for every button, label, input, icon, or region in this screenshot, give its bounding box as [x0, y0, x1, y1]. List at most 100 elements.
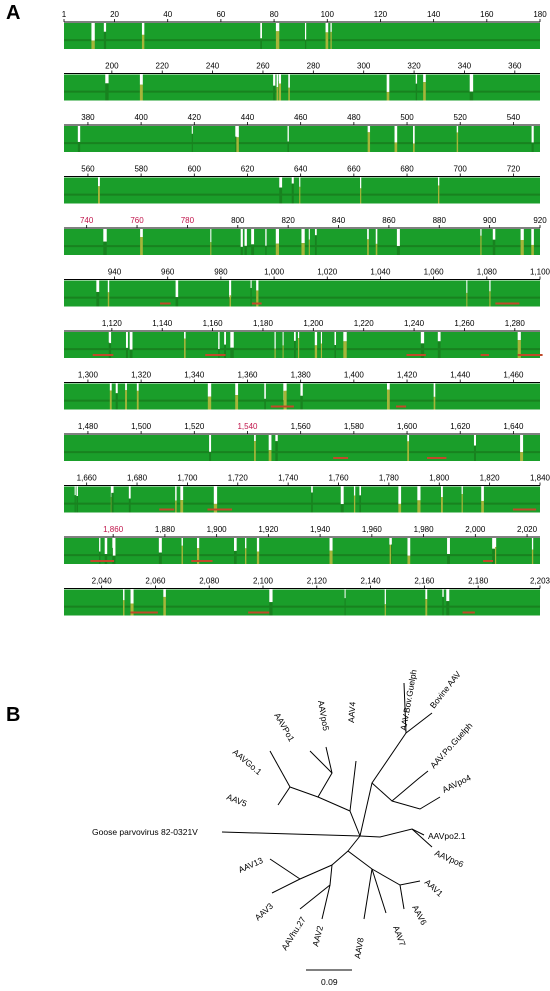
variable-site-base — [314, 345, 318, 358]
ruler-tick-label: 60 — [216, 10, 225, 19]
variable-site-base — [115, 393, 118, 410]
ruler-tick-label: 1,380 — [291, 371, 312, 380]
ruler-tick-label: 880 — [433, 216, 447, 225]
ruler-tick-label: 1,200 — [303, 319, 324, 328]
variable-site — [158, 538, 162, 553]
variable-site-base — [254, 441, 256, 461]
ruler-tick-label: 1,180 — [253, 319, 274, 328]
variable-site-base — [175, 500, 177, 513]
ruler-tick-label: 2,120 — [307, 577, 328, 586]
variable-site — [130, 589, 134, 604]
ruler-tick-label: 360 — [508, 62, 522, 71]
variable-site-base — [76, 496, 78, 513]
divergent-segment — [483, 560, 494, 562]
ruler-tick-label: 240 — [206, 62, 220, 71]
variable-site — [386, 383, 390, 390]
variable-site — [76, 486, 78, 497]
variable-site-base — [300, 395, 303, 410]
variable-site — [437, 177, 440, 186]
variable-site-base — [191, 133, 193, 152]
variable-site-base — [492, 239, 496, 255]
variable-site — [299, 177, 301, 187]
variable-site — [437, 332, 441, 342]
variable-site-base — [269, 602, 273, 616]
ruler-tick-label: 760 — [130, 216, 144, 225]
ruler-tick-label: 1,860 — [103, 525, 124, 534]
divergent-segment — [130, 611, 158, 614]
variable-site-base — [297, 338, 300, 358]
variable-site — [425, 589, 428, 600]
conservation-subband — [64, 296, 540, 299]
variable-site-base — [481, 500, 484, 513]
variable-site-base — [245, 548, 247, 564]
ruler-tick-label: 820 — [281, 216, 295, 225]
variable-site — [456, 126, 459, 133]
variable-site — [109, 332, 112, 344]
variable-site — [308, 229, 310, 240]
variable-site-base — [207, 396, 212, 410]
ruler-tick-label: 320 — [407, 62, 421, 71]
variable-site-base — [224, 344, 226, 358]
variable-site — [224, 332, 226, 345]
conservation-subband — [64, 451, 540, 454]
variable-site — [125, 332, 128, 348]
variable-site-base — [489, 291, 491, 307]
ruler-tick-label: 900 — [483, 216, 497, 225]
ruler-tick-label: 1,000 — [264, 268, 285, 277]
divergent-segment — [251, 302, 262, 305]
ruler-tick-label: 860 — [382, 216, 396, 225]
variable-site-base — [77, 141, 81, 152]
variable-site-base — [329, 550, 333, 564]
variable-site-base — [386, 91, 390, 101]
variable-site — [141, 23, 145, 35]
tree-branches — [221, 682, 441, 920]
variable-site — [240, 229, 243, 247]
variable-site-base — [299, 186, 301, 204]
variable-site-base — [415, 83, 418, 101]
ruler-tick-label: 1,940 — [310, 525, 331, 534]
variable-site — [191, 126, 193, 134]
variable-site — [244, 229, 247, 246]
variable-site — [375, 229, 378, 244]
variable-site — [386, 74, 390, 92]
ruler-tick-label: 1,740 — [278, 474, 299, 483]
variable-site — [314, 229, 317, 236]
variable-site — [104, 538, 108, 555]
variable-site — [447, 538, 450, 555]
variable-site — [77, 126, 81, 142]
variable-site — [407, 435, 410, 442]
variable-site-base — [105, 83, 109, 101]
variable-site — [297, 332, 300, 339]
ruler-tick-label: 640 — [294, 165, 308, 174]
ruler-tick-label: 100 — [321, 10, 335, 19]
ruler-tick-label: 580 — [134, 165, 148, 174]
variable-site-base — [531, 549, 534, 564]
variable-site — [466, 280, 468, 293]
variable-site-base — [466, 292, 468, 307]
variable-site-base — [136, 390, 139, 410]
variable-site — [301, 229, 305, 244]
variable-site-base — [531, 142, 534, 152]
variable-site-base — [517, 340, 521, 358]
variable-site-base — [343, 341, 347, 358]
divergent-segment — [159, 508, 175, 511]
panel-b-label: B — [6, 704, 21, 726]
variable-site-base — [234, 550, 237, 564]
variable-site — [99, 538, 101, 552]
ruler-tick-label: 220 — [156, 62, 170, 71]
ruler-tick-label: 1,100 — [530, 268, 550, 277]
variable-site — [481, 486, 484, 501]
variable-site — [413, 126, 415, 144]
variable-site-base — [447, 554, 450, 564]
variable-site — [129, 332, 133, 350]
variable-site — [293, 332, 296, 341]
divergent-segment — [159, 302, 171, 305]
variable-site — [140, 229, 143, 238]
ruler-tick-label: 40 — [163, 10, 172, 19]
ruler-tick-label: 1,420 — [397, 371, 418, 380]
variable-site — [492, 229, 496, 240]
variable-site — [394, 126, 398, 143]
variable-site-base — [420, 343, 425, 358]
variable-site — [111, 486, 114, 493]
ruler-tick-label: 1,540 — [237, 422, 258, 431]
